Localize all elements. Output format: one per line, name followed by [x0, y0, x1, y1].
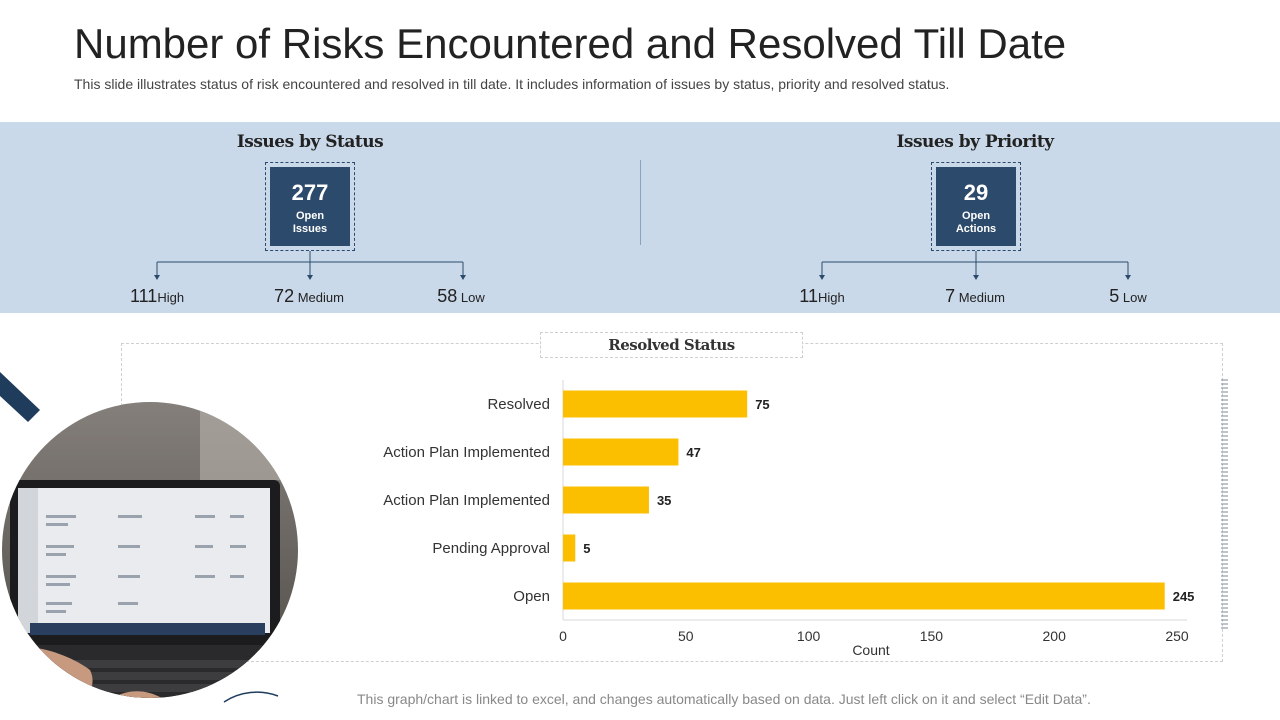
x-tick-label-5: 250	[1165, 628, 1189, 644]
x-tick-label-4: 200	[1043, 628, 1067, 644]
x-tick-label-1: 50	[678, 628, 694, 644]
priority-kpi-value: 29	[963, 180, 989, 205]
bar-4	[563, 582, 1165, 610]
status-kpi-box: 277 Open Issues	[265, 162, 355, 251]
priority-group-title: Issues by Priority	[896, 132, 1054, 152]
category-label-4: Open	[513, 588, 550, 605]
page-subtitle: This slide illustrates status of risk en…	[74, 76, 950, 92]
status-medium-count: 72 Medium	[274, 286, 344, 306]
bar-1	[563, 438, 679, 466]
data-label-4: 245	[1173, 589, 1195, 604]
x-axis-title: Count	[852, 642, 889, 658]
decorative-tick-strip	[1221, 379, 1228, 629]
priority-kpi-label-2: Actions	[955, 223, 997, 235]
x-tick-label-3: 150	[920, 628, 944, 644]
laptop-photo	[0, 370, 300, 720]
status-kpi-value: 277	[291, 180, 329, 205]
priority-kpi-box: 29 Open Actions	[931, 162, 1021, 251]
x-tick-label-2: 100	[797, 628, 821, 644]
category-label-0: Resolved	[487, 396, 550, 413]
category-label-1: Action Plan Implemented	[383, 444, 550, 461]
data-label-0: 75	[755, 397, 769, 412]
category-label-3: Pending Approval	[432, 540, 550, 557]
status-kpi-label-2: Issues	[292, 223, 328, 235]
priority-high-count: 11High	[799, 286, 845, 306]
bar-0	[563, 390, 748, 418]
priority-kpi-label-1: Open	[961, 210, 991, 222]
category-label-2: Action Plan Implemented	[383, 492, 550, 509]
status-group-title: Issues by Status	[236, 132, 384, 152]
priority-medium-count: 7 Medium	[945, 286, 1005, 306]
data-label-1: 47	[686, 445, 700, 460]
bar-3	[563, 534, 576, 562]
page-title: Number of Risks Encountered and Resolved…	[74, 20, 1067, 67]
band-divider	[640, 160, 641, 245]
data-label-2: 35	[657, 493, 671, 508]
status-high-count: 111High	[129, 286, 185, 306]
x-tick-label-0: 0	[559, 628, 567, 644]
status-low-count: 58 Low	[437, 286, 485, 306]
bar-2	[563, 486, 649, 514]
priority-low-count: 5 Low	[1109, 286, 1147, 306]
status-kpi-label-1: Open	[295, 210, 325, 222]
data-label-3: 5	[583, 541, 590, 556]
chart-title: Resolved Status	[540, 332, 803, 358]
footer-note: This graph/chart is linked to excel, and…	[357, 691, 1091, 707]
